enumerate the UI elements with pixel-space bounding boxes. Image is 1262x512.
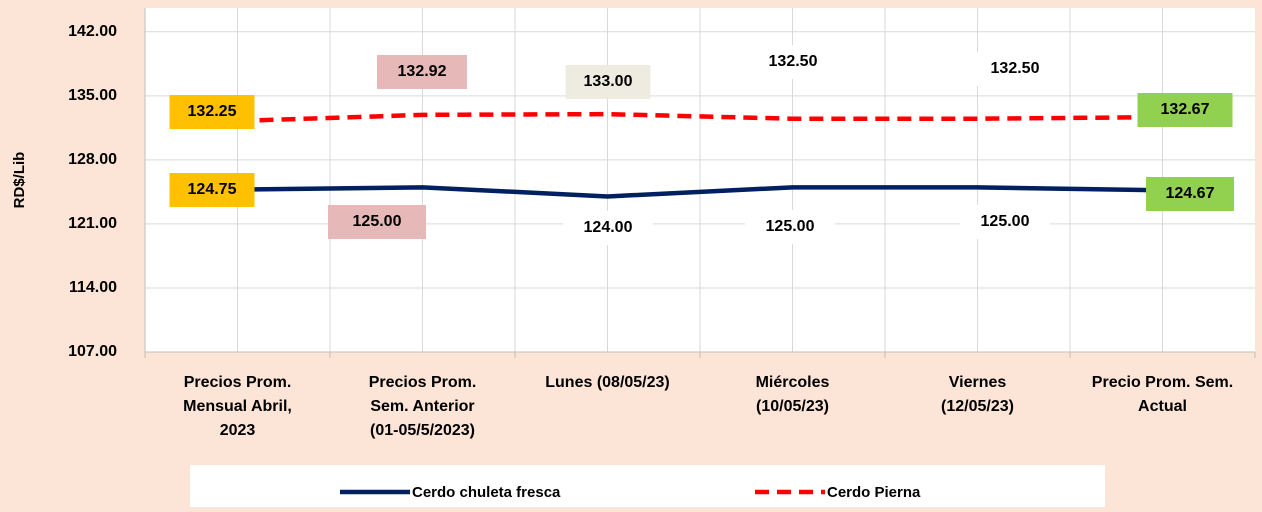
x-tick-label: (12/05/23) — [941, 398, 1014, 415]
series-line — [237, 185, 1163, 199]
y-tick-label: 121.00 — [68, 215, 117, 232]
legend-label: Cerdo chuleta fresca — [412, 484, 561, 501]
series-line — [237, 111, 1163, 124]
data-label: 133.00 — [584, 73, 633, 90]
data-label: 132.92 — [398, 63, 447, 80]
data-label-box — [745, 210, 835, 244]
y-tick-label: 135.00 — [68, 87, 117, 104]
data-label-box — [960, 205, 1050, 239]
data-label: 124.00 — [584, 219, 633, 236]
data-label-box — [970, 52, 1060, 86]
data-label: 132.25 — [188, 103, 237, 120]
x-tick-label: Viernes — [949, 374, 1007, 391]
legend-label: Cerdo Pierna — [827, 484, 921, 501]
data-label: 132.67 — [1161, 101, 1210, 118]
x-tick-label: (10/05/23) — [756, 398, 829, 415]
data-label: 132.50 — [769, 53, 818, 70]
x-tick-label: Miércoles — [756, 374, 830, 391]
x-tick-label: Actual — [1138, 398, 1187, 415]
y-axis-title: RD$/Lib — [11, 152, 28, 209]
data-label: 125.00 — [981, 213, 1030, 230]
y-tick-label: 142.00 — [68, 23, 117, 40]
data-label: 124.75 — [188, 181, 237, 198]
x-tick-label: Mensual Abril, — [183, 398, 292, 415]
data-label-box — [748, 45, 838, 79]
x-tick-label: Precios Prom. — [369, 374, 477, 391]
x-tick-label: Lunes (08/05/23) — [545, 374, 670, 391]
data-label: 125.00 — [766, 218, 815, 235]
y-tick-label: 114.00 — [69, 279, 117, 296]
x-tick-label: Precio Prom. Sem. — [1092, 374, 1233, 391]
x-tick-label: Precios Prom. — [184, 374, 292, 391]
data-label: 125.00 — [353, 213, 402, 230]
y-tick-label: 107.00 — [68, 343, 117, 360]
data-label-box — [328, 205, 426, 239]
data-label: 132.50 — [991, 60, 1040, 77]
x-tick-label: 2023 — [220, 422, 256, 439]
x-tick-label: (01-05/5/2023) — [370, 422, 475, 439]
data-label-box — [1146, 177, 1234, 211]
data-label-box — [563, 211, 653, 245]
x-tick-label: Sem. Anterior — [370, 398, 474, 415]
data-label-box — [169, 173, 255, 207]
data-label-box — [1137, 93, 1233, 127]
legend-box — [190, 465, 1105, 507]
data-label: 124.67 — [1166, 185, 1215, 202]
data-label-box — [377, 55, 467, 89]
data-label-box — [565, 65, 651, 99]
y-tick-label: 128.00 — [68, 151, 117, 168]
data-label-box — [169, 95, 255, 129]
